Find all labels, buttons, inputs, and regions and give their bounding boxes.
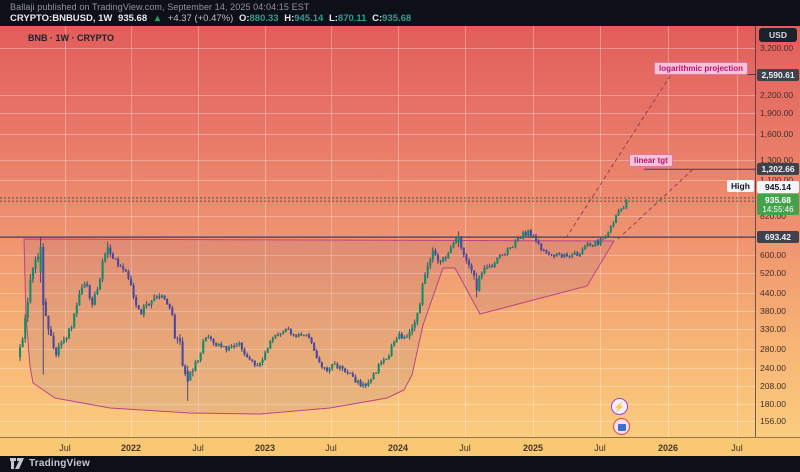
up-arrow-icon: ▲ (152, 13, 163, 24)
price-chart-canvas[interactable] (0, 26, 756, 437)
price-tick: 156.00 (760, 416, 786, 427)
price-tick: 208.00 (760, 380, 786, 391)
usd-button[interactable]: USD (759, 28, 797, 42)
footer-bar: TradingView (0, 456, 800, 472)
annotation-log-projection[interactable]: logarithmic projection (654, 62, 749, 75)
open-label: O: (238, 13, 250, 24)
close-value: 935.68 (382, 13, 412, 24)
time-scale[interactable]: Jul 2022 Jul 2023 Jul 2024 Jul 2025 Jul 2026 Jul (0, 437, 800, 456)
last-price: 935.68 (118, 13, 148, 24)
price-tick: 1,900.00 (760, 107, 794, 118)
time-label: 2023 (254, 443, 276, 453)
tradingview-logo[interactable]: TradingView (10, 458, 90, 469)
price-tick: 380.00 (760, 306, 786, 317)
time-label: Jul (594, 443, 606, 453)
time-label: Jul (192, 443, 204, 453)
time-label: 2022 (120, 443, 142, 453)
price-tick: 600.00 (760, 250, 786, 261)
time-label: 2025 (522, 443, 544, 453)
price-tick: 330.00 (760, 323, 786, 334)
price-badge-high: 945.14 (757, 181, 799, 194)
price-badge-current: 935.68 14:55:46 (757, 193, 799, 215)
blue-square-glyph (617, 424, 626, 431)
symbol-ohlc-line: CRYPTO:BNBUSD, 1W 935.68 ▲ +4.37 (+0.47%… (10, 13, 414, 24)
price-badge-dark: 2,590.61 (757, 68, 799, 81)
publish-byline: Ballaji published on TradingView.com, Se… (10, 2, 310, 12)
reaction-chart-icon[interactable] (613, 418, 630, 435)
time-label: Jul (325, 443, 337, 453)
price-scale[interactable]: USD 3,200.00 2,200.00 1,900.00 1,600.00 1,30… (756, 26, 800, 437)
scale-separator (755, 26, 756, 456)
low-value: 870.11 (337, 13, 367, 24)
high-value: 945.14 (294, 13, 324, 24)
time-label: Jul (459, 443, 471, 453)
annotation-linear-target[interactable]: linear tgt (629, 154, 673, 167)
price-badge-dark: 693.42 (757, 231, 799, 244)
chart-legend[interactable]: BNB · 1W · CRYPTO (28, 33, 115, 43)
price-tick: 3,200.00 (760, 43, 794, 54)
price-tick: 1,300.00 (760, 154, 794, 165)
high-label: H: (284, 13, 295, 24)
price-tick: 180.00 (760, 398, 786, 409)
price-change: +4.37 (+0.47%) (167, 13, 234, 24)
top-info-bar: Ballaji published on TradingView.com, Se… (0, 0, 800, 26)
price-tick: 1,100.00 (760, 175, 793, 185)
close-label: C: (372, 13, 383, 24)
price-tick: 440.00 (760, 288, 786, 299)
tradingview-logo-text: TradingView (29, 458, 90, 469)
price-tick: 820.00 (760, 211, 786, 222)
chart-area: BNB · 1W · CRYPTO logarithmic projection… (0, 26, 800, 456)
time-label: Jul (731, 443, 743, 453)
low-label: L: (328, 13, 338, 24)
open-value: 880.33 (249, 13, 279, 24)
price-badge-dark: 1,202.66 (757, 163, 799, 176)
high-label: High (727, 180, 754, 192)
time-label: 2026 (657, 443, 679, 453)
time-label: 2024 (387, 443, 409, 453)
price-tick: 520.00 (760, 267, 786, 278)
price-tick: 280.00 (760, 344, 786, 355)
price-tick: 240.00 (760, 363, 786, 374)
price-tick: 1,600.00 (760, 128, 794, 139)
reaction-lightning-icon[interactable]: ⚡ (611, 398, 628, 415)
tradingview-logo-icon (10, 458, 24, 469)
price-tick: 2,200.00 (760, 89, 794, 100)
symbol-name: CRYPTO:BNBUSD, 1W (10, 13, 113, 24)
time-label: Jul (59, 443, 71, 453)
